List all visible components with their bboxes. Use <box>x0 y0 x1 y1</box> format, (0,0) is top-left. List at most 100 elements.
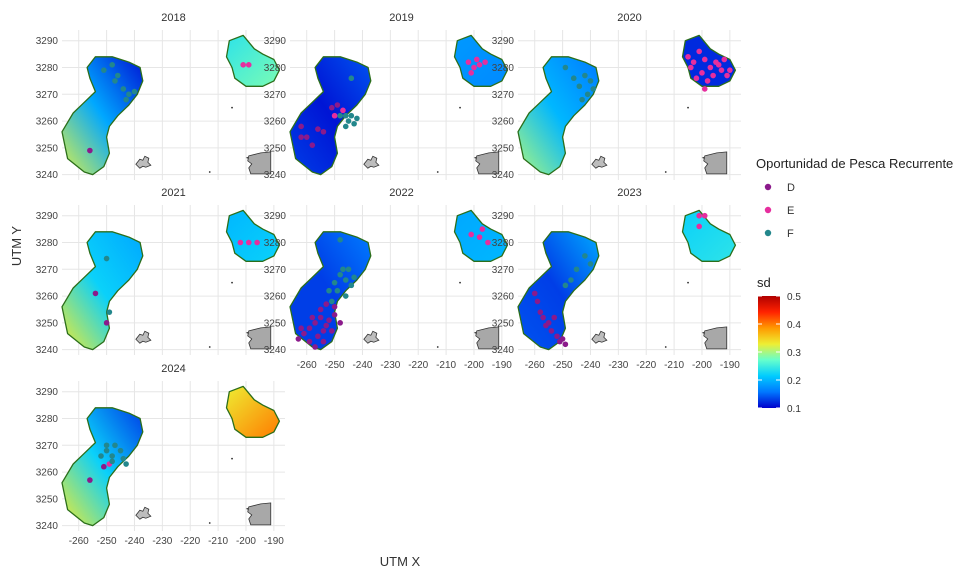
map-dot <box>687 106 689 109</box>
data-point-E <box>724 72 730 79</box>
coast-inset <box>475 326 500 350</box>
data-point-D <box>326 317 332 323</box>
map-dot <box>664 346 667 348</box>
data-point-F <box>582 72 588 79</box>
y-tick-label: 3270 <box>264 90 287 101</box>
land-silhouette <box>135 330 152 344</box>
legend-label-E: E <box>787 205 794 217</box>
data-point-F <box>337 271 343 278</box>
y-tick-label: 3280 <box>36 63 59 74</box>
facet-title: 2021 <box>161 187 185 199</box>
data-point-D <box>309 314 316 321</box>
x-tick-label: -190 <box>492 360 512 371</box>
x-axis-title: UTM X <box>380 554 421 569</box>
data-point-E <box>718 67 725 73</box>
data-point-F <box>348 112 355 119</box>
data-point-D <box>559 336 566 342</box>
map-dot <box>208 522 211 524</box>
data-point-E <box>727 67 733 73</box>
data-point-F <box>582 253 588 259</box>
data-point-F <box>587 78 594 84</box>
coast-inset <box>247 502 272 526</box>
data-point-E <box>693 75 700 82</box>
data-point-E <box>701 56 708 63</box>
data-point-E <box>701 212 708 219</box>
legend-key-D <box>764 183 772 191</box>
legend-points: Oportunidad de Pesca Recurrente DEF <box>756 156 953 240</box>
facet-panel-2020: 2020 3240 3250 3260 3270 3280 3290 <box>492 12 741 181</box>
x-tick-label: -250 <box>553 360 573 371</box>
data-point-D <box>295 336 302 342</box>
data-point-F <box>337 237 343 243</box>
x-tick-label: -200 <box>464 360 484 371</box>
land-silhouette <box>135 506 152 520</box>
island-mark <box>245 507 249 510</box>
map-dot <box>459 281 461 284</box>
coast-inset <box>703 326 728 350</box>
y-tick-label: 3280 <box>36 238 59 249</box>
data-point-E <box>340 107 346 114</box>
data-point-D <box>298 123 304 130</box>
coast-inset <box>247 151 272 175</box>
data-point-E <box>701 86 708 92</box>
data-point-F <box>590 86 597 92</box>
map-dot <box>208 171 211 173</box>
data-point-F <box>348 282 355 289</box>
legend-label-F: F <box>787 228 794 240</box>
data-point-E <box>696 48 702 55</box>
data-point-E <box>471 64 477 71</box>
y-tick-label: 3240 <box>492 170 515 181</box>
x-tick-label: -240 <box>352 360 372 371</box>
y-tick-label: 3270 <box>264 265 287 276</box>
y-tick-label: 3240 <box>36 170 59 181</box>
facet-title: 2023 <box>617 187 641 199</box>
data-point-D <box>101 463 107 470</box>
data-point-D <box>309 142 316 148</box>
y-tick-label: 3270 <box>492 90 515 101</box>
data-point-F <box>106 309 113 315</box>
y-tick-label: 3250 <box>264 318 287 329</box>
land-silhouette <box>591 155 608 169</box>
y-tick-label: 3260 <box>492 117 515 128</box>
data-point-F <box>117 447 124 454</box>
x-tick-label: -230 <box>152 536 172 547</box>
y-tick-label: 3270 <box>492 265 515 276</box>
y-tick-label: 3290 <box>36 387 59 398</box>
data-point-E <box>237 239 244 246</box>
data-point-D <box>329 328 335 334</box>
x-tick-label: -260 <box>69 536 89 547</box>
data-point-E <box>685 53 691 60</box>
y-tick-label: 3240 <box>264 170 287 181</box>
data-point-F <box>345 118 352 124</box>
map-dot <box>436 171 439 173</box>
coast-inset <box>475 151 500 175</box>
data-point-E <box>704 78 711 84</box>
sd-region-east <box>225 385 281 438</box>
x-tick-label: -200 <box>692 360 712 371</box>
y-tick-label: 3250 <box>36 494 59 505</box>
x-tick-label: -250 <box>325 360 345 371</box>
legend-fill: sd 0.1 0.2 0.3 0.4 0.5 <box>757 275 801 415</box>
data-point-F <box>342 277 349 283</box>
map-dot <box>459 106 461 109</box>
facet-panel-2018: 2018 3240 3250 3260 3270 3280 3290 <box>36 12 285 181</box>
map-dot <box>208 346 211 348</box>
data-point-E <box>715 62 722 68</box>
data-point-E <box>710 72 716 79</box>
y-tick-label: 3240 <box>36 345 59 356</box>
data-point-F <box>348 75 355 82</box>
x-tick-label: -210 <box>664 360 684 371</box>
data-point-E <box>254 239 260 246</box>
data-point-F <box>112 442 118 449</box>
data-point-F <box>584 91 591 98</box>
data-point-D <box>537 309 544 315</box>
data-point-D <box>554 333 560 340</box>
island-mark <box>245 331 249 334</box>
data-point-D <box>298 325 304 332</box>
island-mark <box>245 156 249 159</box>
y-tick-label: 3250 <box>492 143 515 154</box>
data-point-D <box>87 477 93 483</box>
data-point-E <box>479 226 486 232</box>
data-point-F <box>103 442 110 449</box>
data-point-F <box>131 88 138 95</box>
